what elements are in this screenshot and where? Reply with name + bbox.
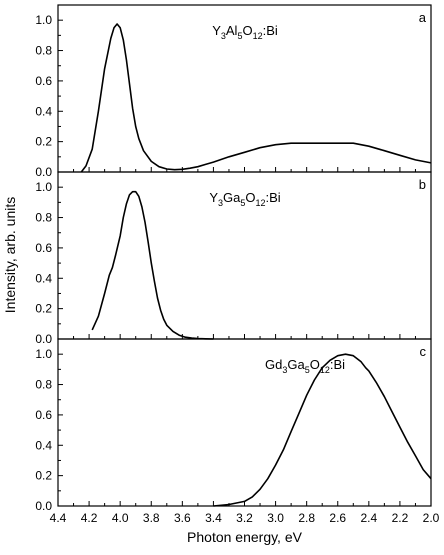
y-axis-title: Intensity, arb. units — [2, 197, 18, 313]
panel-c-formula: Gd3Ga5O12:Bi — [265, 357, 345, 375]
formula-part: Ga — [223, 190, 241, 205]
formula-part: O — [245, 190, 255, 205]
formula-part: :Bi — [330, 357, 345, 372]
formula-part: 3 — [282, 365, 287, 375]
xtick-label-1: 4.2 — [81, 511, 98, 525]
formula-part: Al — [226, 23, 238, 38]
formula-part: O — [242, 23, 252, 38]
formula-part: Ga — [287, 357, 305, 372]
xtick-label-4: 3.6 — [174, 511, 191, 525]
formula-part: 5 — [240, 198, 245, 208]
xtick-label-5: 3.4 — [205, 511, 222, 525]
panel-b-ytick-label-5: 1.0 — [35, 180, 52, 194]
x-axis-title: Photon energy, eV — [187, 529, 303, 545]
formula-part: Y — [209, 190, 218, 205]
xtick-label-6: 3.2 — [236, 511, 253, 525]
xtick-label-3: 3.8 — [143, 511, 160, 525]
panel-b-formula: Y3Ga5O12:Bi — [209, 190, 280, 208]
formula-part: 12 — [255, 198, 265, 208]
formula-part: 5 — [237, 31, 242, 41]
xtick-label-2: 4.0 — [112, 511, 129, 525]
formula-part: :Bi — [263, 23, 278, 38]
formula-part: 12 — [253, 31, 263, 41]
xtick-label-9: 2.6 — [329, 511, 346, 525]
formula-part: 12 — [320, 365, 330, 375]
xtick-label-10: 2.4 — [360, 511, 377, 525]
panel-a-ytick-label-3: 0.6 — [35, 74, 52, 88]
xtick-label-12: 2.0 — [423, 511, 440, 525]
panel-b-ytick-label-2: 0.4 — [35, 271, 52, 285]
panel-c-ytick-label-3: 0.6 — [35, 408, 52, 422]
panel-c-ytick-label-1: 0.2 — [35, 469, 52, 483]
panel-c-ytick-label-2: 0.4 — [35, 438, 52, 452]
panel-c-letter: c — [420, 344, 427, 359]
panel-a-curve — [80, 23, 432, 173]
panel-c-frame — [57, 338, 432, 507]
panel-c-ytick-label-0: 0.0 — [35, 499, 52, 513]
formula-part: :Bi — [266, 190, 281, 205]
panel-a-ytick-label-0: 0.0 — [35, 165, 52, 179]
formula-part: Gd — [265, 357, 282, 372]
panel-a-ytick-label-1: 0.2 — [35, 135, 52, 149]
panel-b-ytick-label-1: 0.2 — [35, 302, 52, 316]
xtick-label-7: 3.0 — [267, 511, 284, 525]
panel-a-ytick-label-4: 0.8 — [35, 44, 52, 58]
panel-a-formula: Y3Al5O12:Bi — [212, 23, 278, 41]
formula-part: O — [310, 357, 320, 372]
panel-b-curve — [91, 190, 214, 340]
formula-part: 5 — [305, 365, 310, 375]
panel-b-ytick-label-0: 0.0 — [35, 332, 52, 346]
formula-part: Y — [212, 23, 221, 38]
xtick-label-8: 2.8 — [298, 511, 315, 525]
panel-b-letter: b — [419, 177, 426, 192]
panel-a-letter: a — [419, 10, 427, 25]
xtick-label-11: 2.2 — [392, 511, 409, 525]
panel-c-ytick-label-5: 1.0 — [35, 347, 52, 361]
xtick-label-0: 4.4 — [50, 511, 67, 525]
formula-part: 3 — [221, 31, 226, 41]
panel-a-ytick-label-5: 1.0 — [35, 13, 52, 27]
panel-b-ytick-label-3: 0.6 — [35, 241, 52, 255]
panel-a-ytick-label-2: 0.4 — [35, 104, 52, 118]
formula-part: 3 — [218, 198, 223, 208]
panel-c-ytick-label-4: 0.8 — [35, 378, 52, 392]
panel-b-ytick-label-4: 0.8 — [35, 211, 52, 225]
panel-c-curve — [213, 353, 432, 507]
